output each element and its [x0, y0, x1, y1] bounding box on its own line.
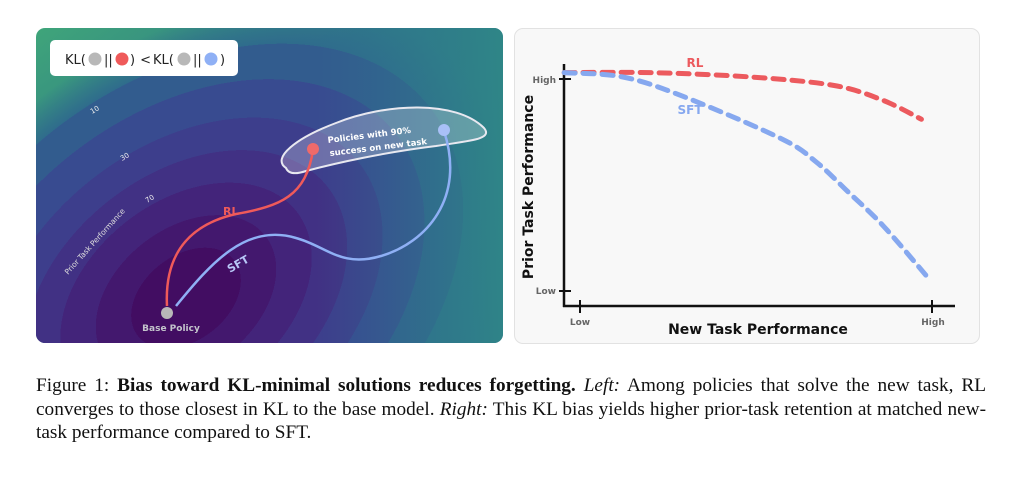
success-region-blob: [280, 106, 487, 175]
right-panel-chart: High Low Low High New Task Performance P…: [514, 28, 980, 344]
kl-legend-box: KL( || ) < KL( || ): [50, 40, 238, 76]
svg-text:||: ||: [193, 53, 202, 68]
contour-label-70: 70: [144, 193, 156, 204]
svg-text:<: <: [136, 53, 155, 68]
rl-series-line: [561, 69, 924, 122]
x-axis-label: New Task Performance: [668, 322, 848, 338]
base-policy-dot-icon: [177, 52, 191, 66]
series-group: [561, 69, 930, 279]
caption-left-label: Left:: [583, 375, 621, 396]
rl-solution-dot: [307, 143, 319, 155]
base-policy-dot-icon: [88, 52, 102, 66]
caption-right-label: Right:: [439, 398, 488, 420]
sft-solution-dot: [438, 124, 450, 136]
contour-label-30: 30: [119, 151, 131, 162]
landscape-right-tint: [36, 28, 503, 343]
rl-path: [165, 149, 315, 307]
x-tick-label-high: High: [921, 318, 944, 328]
rl-path-label: RL: [223, 205, 238, 218]
rl-policy-dot-icon: [115, 52, 129, 66]
sft-series-line: [561, 70, 930, 279]
base-policy-label: Base Policy: [142, 324, 200, 334]
sft-policy-dot-icon: [204, 52, 218, 66]
y-tick-label-high: High: [533, 76, 556, 86]
sft-series-label: SFT: [677, 103, 703, 117]
contour-label-10: 10: [89, 104, 101, 115]
rl-series-label: RL: [687, 56, 704, 70]
svg-text:): ): [130, 53, 135, 68]
sft-path: [175, 130, 452, 307]
caption-right-text: This KL bias yields higher prior-task re…: [36, 398, 986, 444]
figure-caption: Figure 1: Bias toward KL-minimal solutio…: [36, 374, 986, 445]
svg-text:): ): [220, 53, 225, 68]
y-tick-label-low: Low: [536, 287, 556, 297]
left-panel-kl-landscape: KL( || ) < KL( || ) 10 30 70 Prior Task …: [36, 28, 503, 343]
svg-text:KL(: KL(: [153, 53, 174, 68]
y-axis-label: Prior Task Performance: [521, 95, 537, 279]
x-tick-label-low: Low: [570, 318, 590, 328]
base-policy-dot: [161, 307, 173, 319]
caption-left-text: Among policies that solve the new task, …: [36, 375, 986, 420]
caption-prefix: Figure 1:: [36, 375, 118, 396]
caption-title: Bias toward KL-minimal solutions reduces…: [117, 375, 576, 396]
svg-text:KL(: KL(: [65, 53, 86, 68]
svg-text:||: ||: [104, 53, 113, 68]
